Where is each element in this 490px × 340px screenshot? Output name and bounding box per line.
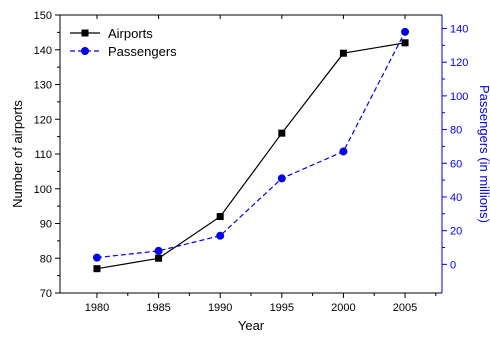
data-point-passengers: [401, 27, 410, 36]
left-y-tick-label: 90: [40, 219, 52, 231]
x-tick-label: 1980: [85, 302, 109, 314]
right-y-tick-label: 140: [450, 23, 468, 35]
data-point-passengers: [154, 246, 163, 255]
data-point-airports: [93, 265, 101, 273]
right-y-tick-label: 120: [450, 57, 468, 69]
series-line-airports: [96, 42, 406, 270]
data-point-passengers: [277, 174, 286, 183]
right-y-tick-label: 100: [450, 91, 468, 103]
data-point-passengers: [339, 147, 348, 156]
x-tick-label: 2005: [393, 302, 417, 314]
plot-area: [92, 27, 410, 273]
right-y-tick-label: 80: [450, 125, 462, 137]
right-y-tick-label: 40: [450, 192, 462, 204]
data-point-airports: [155, 254, 163, 262]
data-point-airports: [339, 49, 347, 57]
data-point-airports: [216, 213, 224, 221]
legend: Airports Passengers: [70, 26, 177, 59]
left-y-tick-label: 130: [34, 80, 52, 92]
left-y-tick-label: 80: [40, 253, 52, 265]
legend-label-passengers: Passengers: [108, 44, 177, 59]
legend-marker-airports: [81, 29, 89, 37]
right-y-axis-title: Passengers (in millions): [477, 85, 490, 223]
axes: 1980 1985 1990 1995 2000 2005 70 80 90 100 110 120 1…: [10, 10, 490, 333]
data-point-airports: [278, 129, 286, 137]
left-y-tick-label: 70: [40, 288, 52, 300]
x-tick-label: 2000: [331, 302, 355, 314]
data-point-passengers: [92, 253, 101, 262]
legend-label-airports: Airports: [108, 26, 153, 41]
left-y-tick-label: 110: [34, 149, 52, 161]
x-tick-label: 1985: [146, 302, 170, 314]
left-y-axis-title: Number of airports: [10, 100, 25, 208]
left-y-tick-label: 150: [34, 10, 52, 22]
right-y-tick-label: 60: [450, 158, 462, 170]
left-y-tick-label: 100: [34, 184, 52, 196]
series-line-passengers: [96, 31, 406, 259]
x-tick-label: 1995: [270, 302, 294, 314]
legend-marker-passengers: [81, 47, 89, 55]
x-tick-label: 1990: [208, 302, 232, 314]
left-y-tick-label: 140: [34, 45, 52, 57]
right-y-tick-label: 20: [450, 226, 462, 238]
x-axis-title: Year: [238, 318, 265, 333]
data-point-airports: [401, 39, 409, 47]
right-y-tick-label: 0: [450, 259, 456, 271]
data-point-passengers: [216, 231, 225, 240]
left-y-tick-label: 120: [34, 114, 52, 126]
